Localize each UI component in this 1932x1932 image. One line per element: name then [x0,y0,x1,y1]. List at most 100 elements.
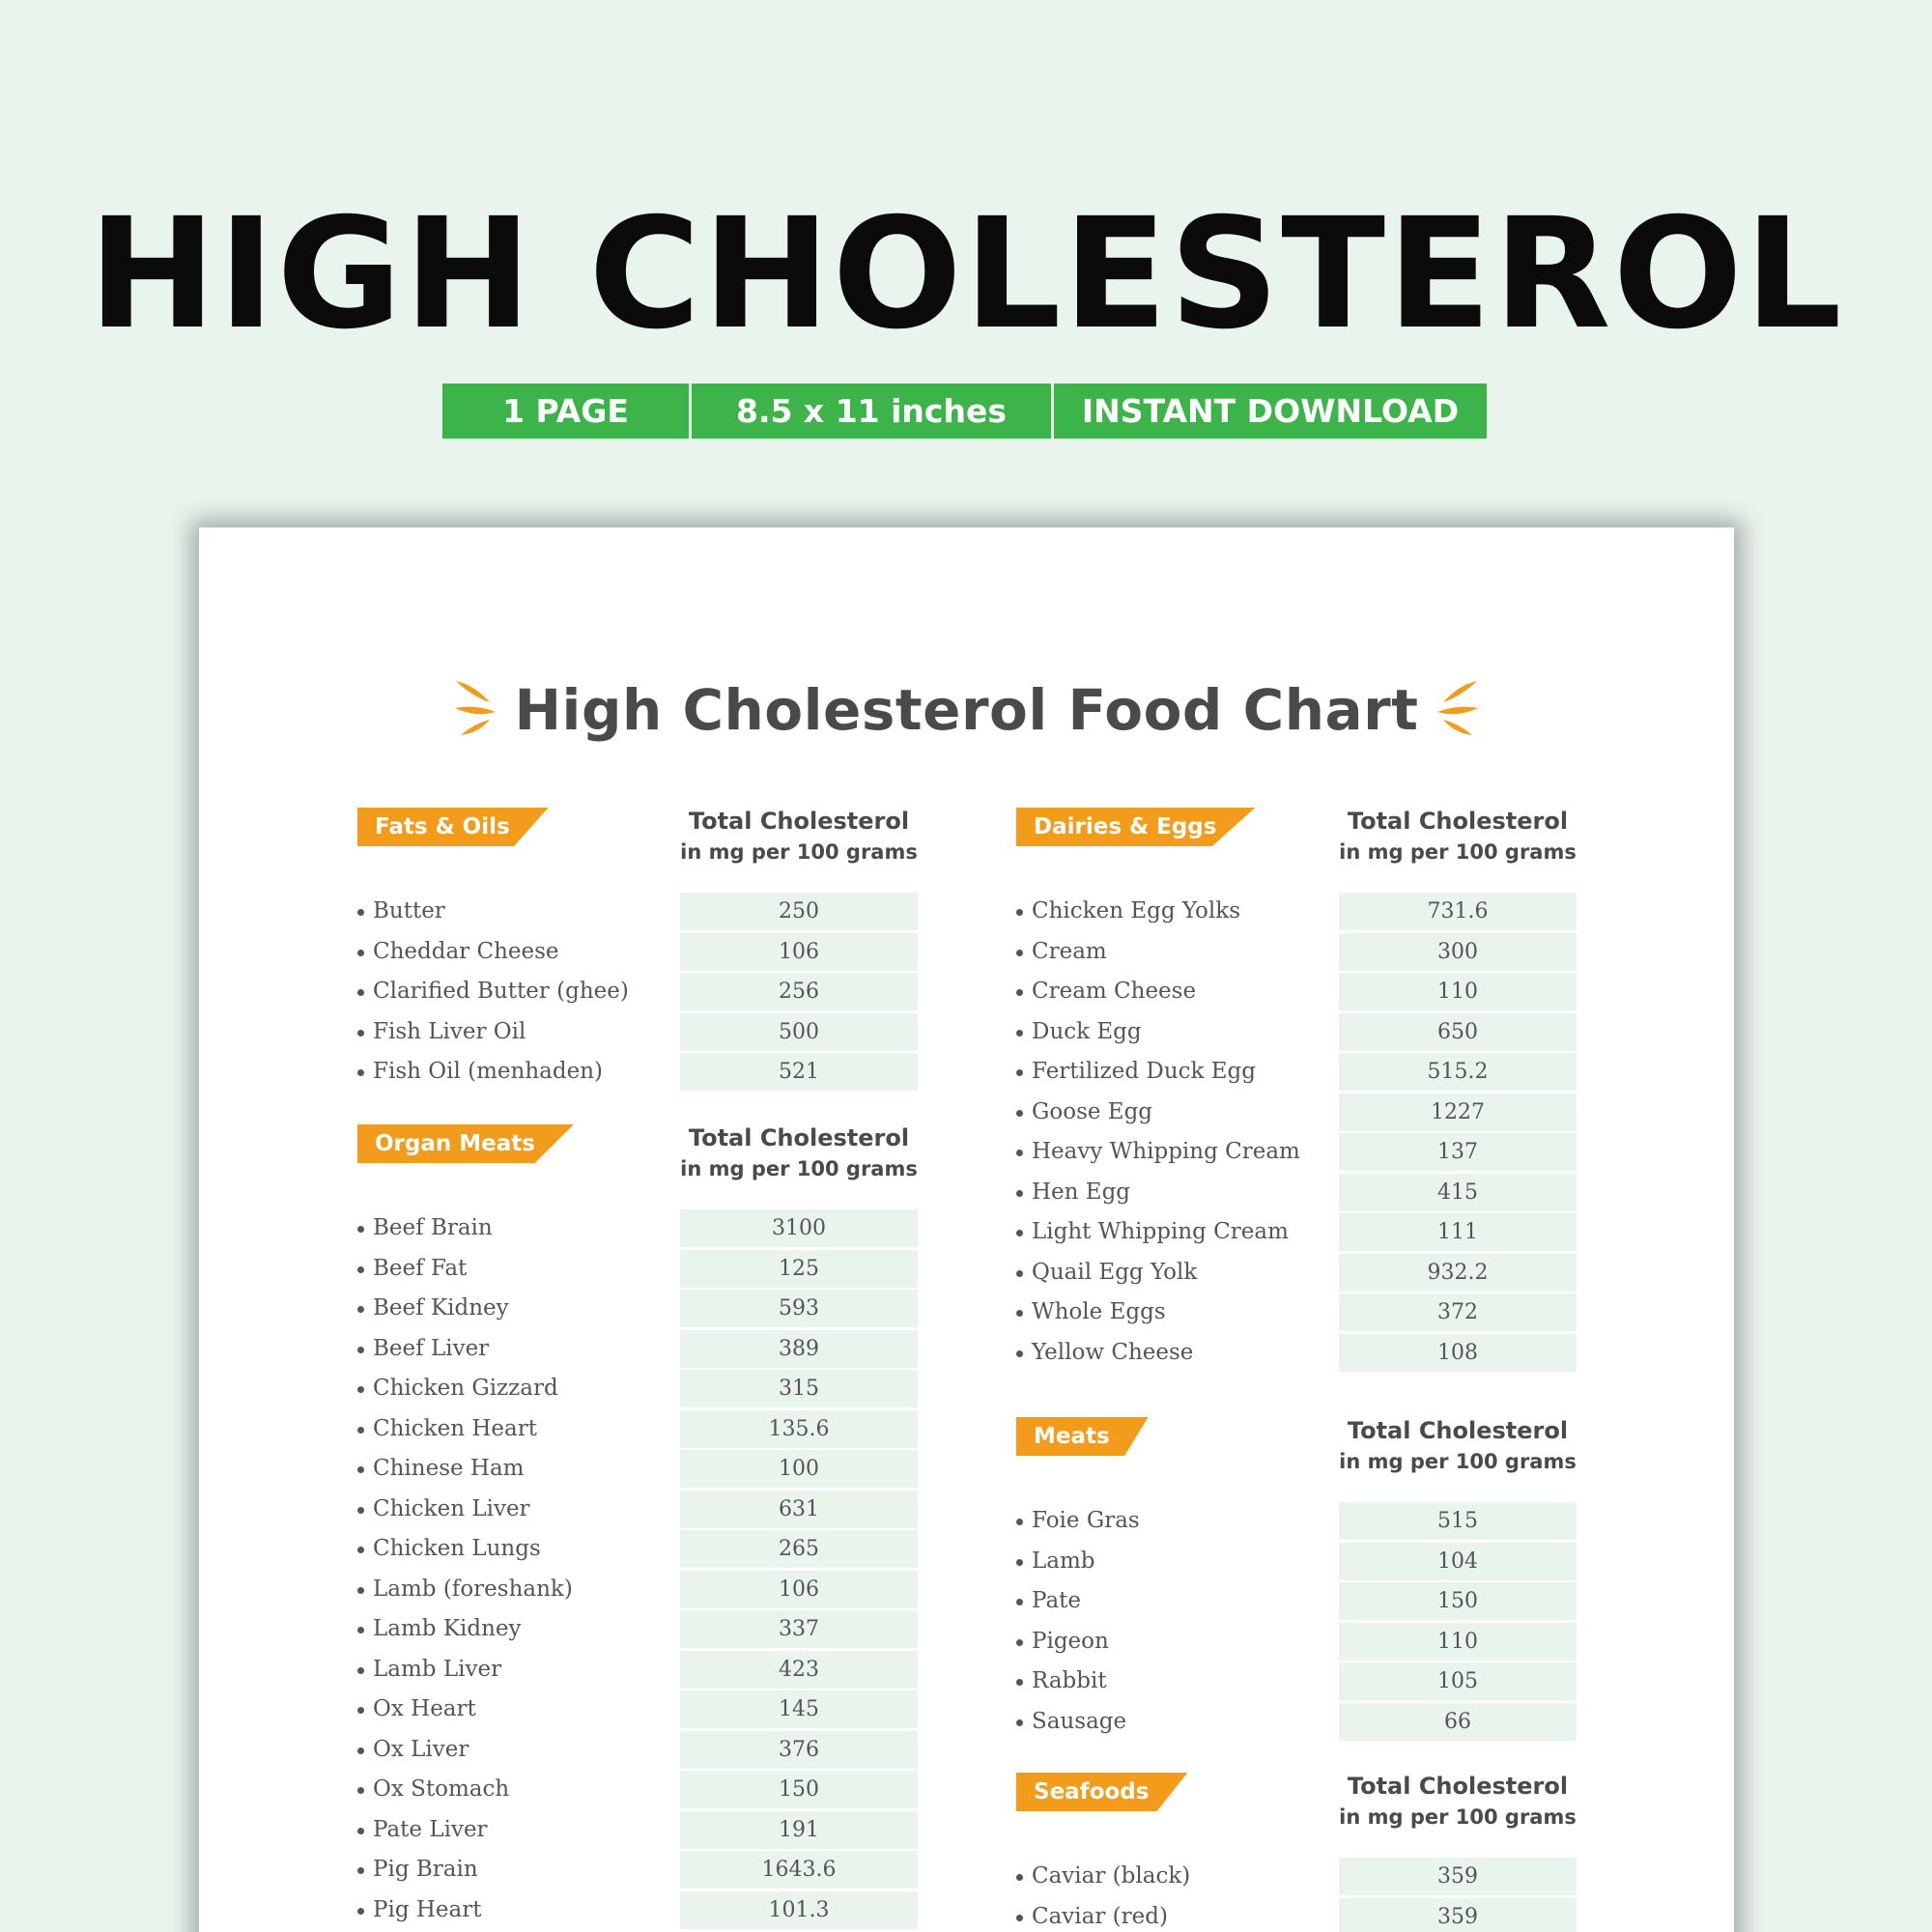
column-header: Total Cholesterol in mg per 100 grams [1339,1771,1577,1833]
cholesterol-value: 500 [680,1012,918,1051]
sheet-title: High Cholesterol Food Chart [514,677,1419,743]
cholesterol-value: 631 [680,1490,918,1528]
cholesterol-value: 137 [1339,1133,1577,1171]
cholesterol-value: 389 [680,1329,918,1368]
food-name: Light Whipping Cream [1016,1213,1289,1251]
cholesterol-value: 359 [1339,1897,1577,1932]
cholesterol-value: 256 [680,973,918,1010]
column-header-title: Total Cholesterol [688,808,910,835]
cholesterol-value: 150 [680,1771,918,1808]
sparkle-left-icon [454,681,496,735]
food-name: Chicken Heart [357,1410,537,1448]
feature-size: 8.5 x 11 inches [692,384,1054,439]
food-name: Fish Oil (menhaden) [357,1053,603,1091]
food-name: Pig Brain [357,1851,478,1889]
food-name: Ox Stomach [356,1771,509,1808]
food-name: Quail Egg Yolk [1015,1254,1197,1292]
section-tag: Dairies & Eggs [1016,808,1256,846]
food-name: Chinese Ham [357,1450,525,1488]
food-name: Beef Kidney [357,1290,509,1327]
column-header-title: Total Cholesterol [1347,1417,1569,1444]
cholesterol-value: 106 [680,932,918,971]
cholesterol-value: 108 [1339,1333,1577,1372]
cholesterol-value: 650 [1339,1012,1577,1051]
cholesterol-value: 3100 [680,1209,918,1247]
food-name: Fertilized Duck Egg [1016,1053,1256,1091]
cholesterol-value: 191 [680,1810,918,1849]
cholesterol-value: 125 [680,1249,918,1288]
cholesterol-value: 521 [680,1053,918,1091]
column-header: Total Cholesterol in mg per 100 grams [1339,806,1577,867]
cholesterol-value: 372 [1339,1293,1577,1331]
food-name: Heavy Whipping Cream [1016,1133,1300,1171]
food-name: Chicken Gizzard [357,1370,558,1407]
column-header-unit: in mg per 100 grams [680,840,918,864]
food-name: Yellow Cheese [1015,1334,1193,1372]
food-name: Lamb (foreshank) [357,1571,573,1608]
cholesterol-value: 106 [680,1570,918,1608]
cholesterol-value: 100 [680,1450,918,1488]
food-name: Pigeon [1016,1623,1109,1661]
food-name: Pate Liver [357,1811,488,1849]
food-name: Sausage [1015,1703,1126,1741]
food-name: Lamb [1016,1543,1095,1580]
section-tag: Organ Meats [357,1124,574,1163]
column-header: Total Cholesterol in mg per 100 grams [680,806,918,867]
cholesterol-value: 105 [1339,1662,1577,1700]
cholesterol-value: 265 [680,1530,918,1568]
food-name: Pig Heart [356,1891,481,1929]
food-name: Clarified Butter (ghee) [357,973,629,1010]
food-name: Ox Liver [356,1731,469,1769]
food-name: Cream Cheese [1015,973,1196,1010]
cholesterol-value: 415 [1339,1173,1577,1211]
feature-pages: 1 PAGE [442,384,692,439]
column-header-title: Total Cholesterol [1347,1773,1569,1800]
food-name: Whole Eggs [1016,1293,1166,1331]
column-header: Total Cholesterol in mg per 100 grams [1339,1415,1577,1477]
cholesterol-value: 376 [680,1730,918,1769]
food-name: Duck Egg [1016,1013,1142,1051]
food-name: Pate [1015,1582,1081,1620]
feature-download: INSTANT DOWNLOAD [1081,392,1460,430]
food-name: Fish Liver Oil [356,1013,526,1051]
food-name: Lamb Liver [356,1651,501,1689]
column-header-title: Total Cholesterol [688,1124,910,1151]
cholesterol-value: 731.6 [1339,893,1577,930]
food-name: Beef Liver [356,1330,489,1368]
cholesterol-value: 66 [1339,1702,1577,1741]
food-name: Cream [1016,933,1107,971]
food-name: Chicken Liver [357,1491,530,1528]
cholesterol-value: 110 [1339,973,1577,1010]
food-name: Beef Fat [356,1250,467,1288]
food-name: Beef Brain [357,1209,493,1247]
cholesterol-value: 250 [680,893,918,930]
cholesterol-value: 315 [680,1370,918,1407]
cholesterol-value: 515.2 [1339,1053,1577,1091]
feature-bar: 1 PAGE 8.5 x 11 inches INSTANT DOWNLOAD [442,384,1487,439]
cholesterol-value: 593 [680,1290,918,1327]
cholesterol-value: 423 [680,1650,918,1689]
column-header-unit: in mg per 100 grams [680,1157,918,1180]
food-name: Caviar (red) [1016,1898,1168,1932]
section-tag: Fats & Oils [357,808,549,846]
food-name: Butter [357,893,445,930]
cholesterol-value: 337 [680,1610,918,1648]
cholesterol-value: 150 [1339,1582,1577,1620]
column-header-unit: in mg per 100 grams [1339,1805,1577,1829]
hero-title: HIGH CHOLESTEROL [88,185,1844,363]
column-header-unit: in mg per 100 grams [1339,1450,1577,1473]
column-header: Total Cholesterol in mg per 100 grams [680,1122,918,1184]
cholesterol-value: 111 [1339,1213,1577,1251]
food-name: Chicken Egg Yolks [1016,893,1240,930]
column-header-title: Total Cholesterol [1347,808,1569,835]
cholesterol-value: 145 [680,1690,918,1728]
food-name: Ox Heart [357,1690,476,1728]
food-name: Chicken Lungs [357,1530,541,1568]
food-name: Lamb Kidney [357,1610,522,1648]
cholesterol-value: 1643.6 [680,1851,918,1889]
column-header-unit: in mg per 100 grams [1339,840,1577,864]
food-name: Goose Egg [1015,1094,1152,1131]
cholesterol-value: 110 [1339,1622,1577,1661]
cholesterol-value: 300 [1339,932,1577,971]
cholesterol-value: 104 [1339,1542,1577,1580]
